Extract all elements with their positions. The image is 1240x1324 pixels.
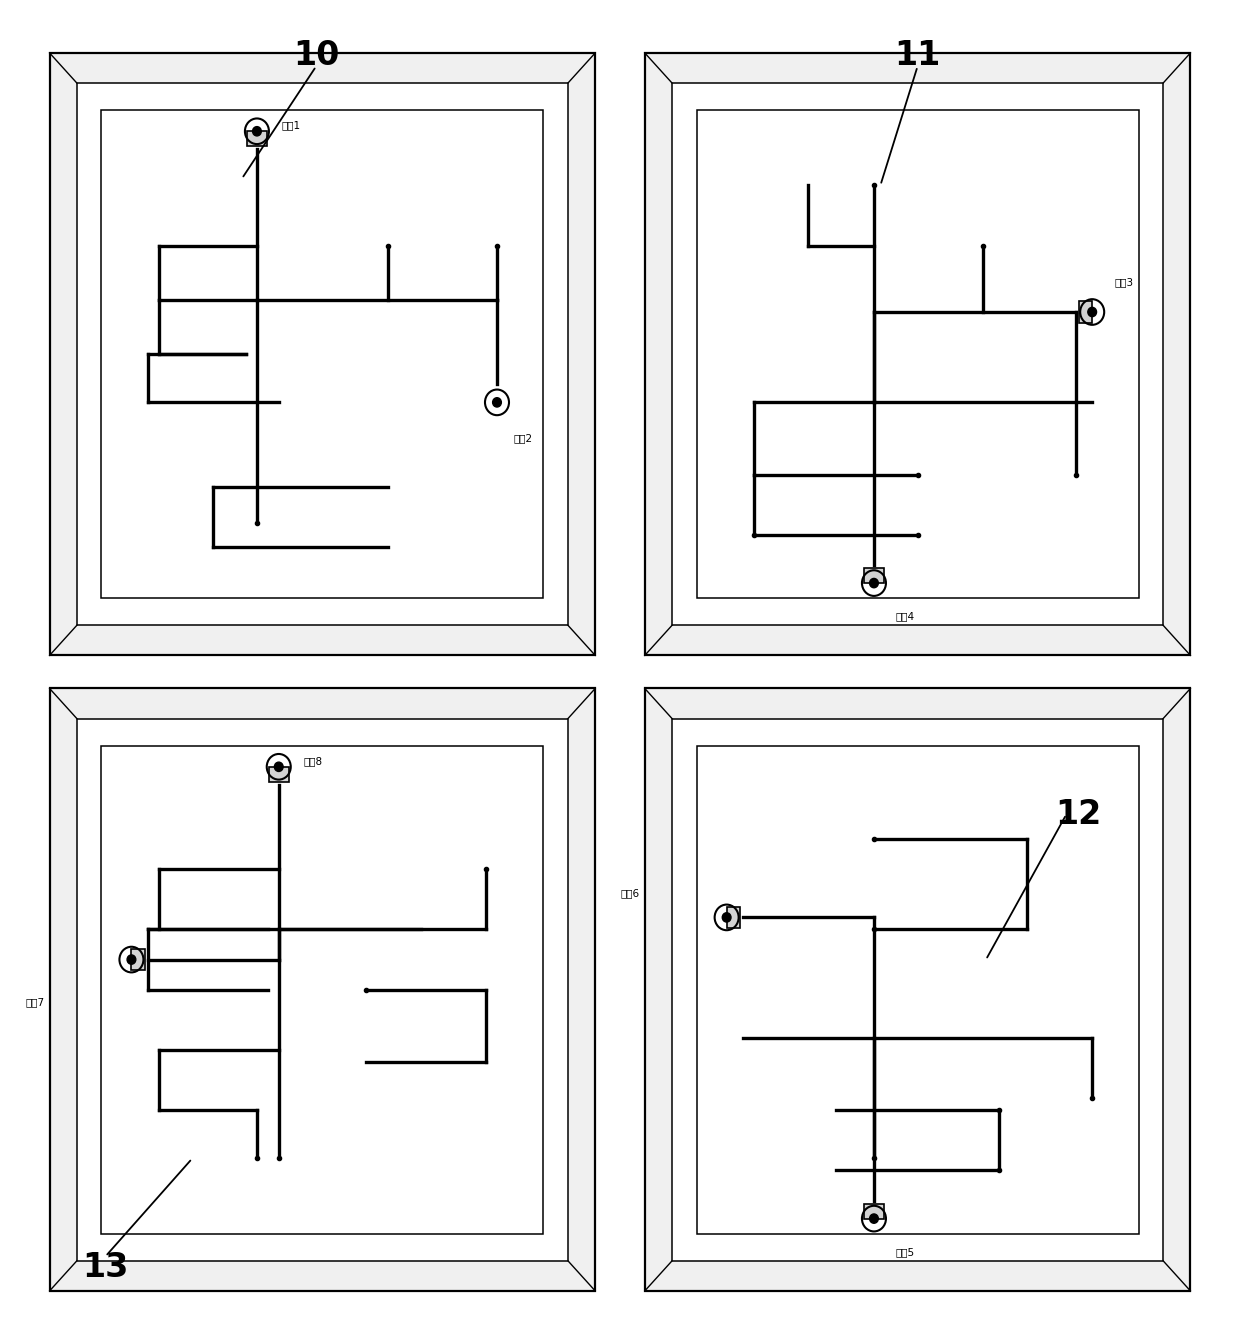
Text: 端口4: 端口4	[895, 612, 915, 621]
Bar	[131, 949, 145, 970]
Text: 端口7: 端口7	[25, 997, 45, 1006]
Bar	[269, 767, 289, 782]
Bar	[864, 1204, 884, 1218]
Bar	[50, 688, 595, 1291]
Text: 13: 13	[82, 1251, 129, 1283]
Bar	[102, 110, 543, 598]
Circle shape	[126, 955, 136, 964]
Bar	[77, 83, 568, 625]
Circle shape	[1087, 307, 1096, 316]
Circle shape	[869, 1214, 878, 1223]
Bar	[645, 53, 1190, 655]
Text: 端口2: 端口2	[513, 433, 532, 444]
Text: 端口5: 端口5	[895, 1247, 915, 1256]
Bar	[1079, 301, 1092, 323]
Circle shape	[492, 397, 501, 406]
Text: 端口1: 端口1	[281, 120, 300, 130]
Bar	[77, 719, 568, 1260]
Bar	[672, 83, 1163, 625]
Text: 端口3: 端口3	[1114, 277, 1133, 287]
Circle shape	[274, 763, 283, 772]
Bar	[672, 719, 1163, 1260]
Bar	[247, 131, 267, 147]
Text: 端口6: 端口6	[620, 888, 640, 898]
Text: 11: 11	[894, 40, 941, 71]
Bar	[645, 688, 1190, 1291]
Circle shape	[722, 912, 732, 922]
Circle shape	[253, 127, 262, 136]
Bar	[697, 745, 1138, 1234]
Bar	[50, 53, 595, 655]
Bar	[864, 568, 884, 583]
Text: 端口8: 端口8	[304, 756, 322, 765]
Circle shape	[869, 579, 878, 588]
Text: 10: 10	[293, 40, 340, 71]
Bar	[102, 745, 543, 1234]
Bar	[727, 907, 740, 928]
Bar	[697, 110, 1138, 598]
Text: 12: 12	[1055, 798, 1102, 830]
